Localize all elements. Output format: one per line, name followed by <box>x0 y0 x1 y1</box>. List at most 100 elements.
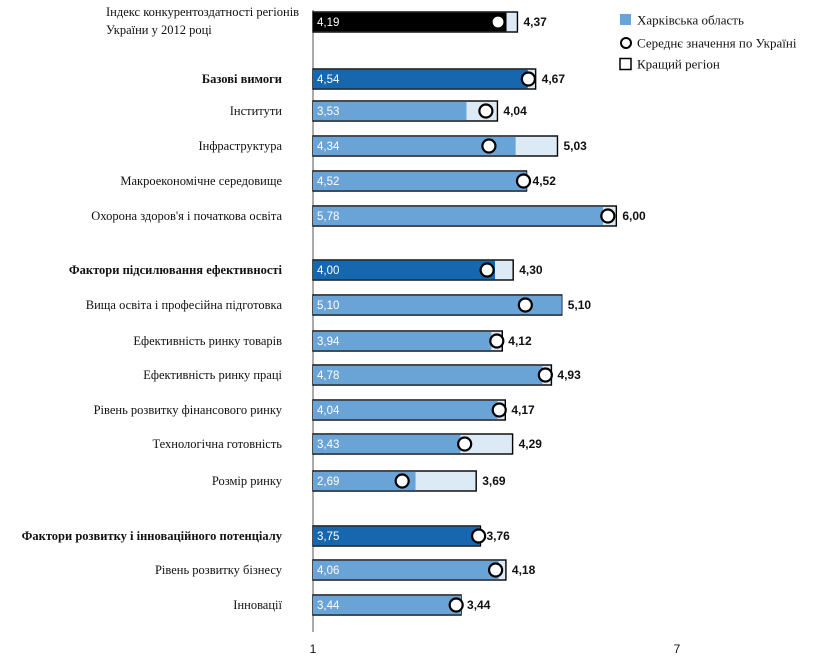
bar-row: 4,04 4,17 <box>312 399 535 421</box>
best-value-label: 4,12 <box>508 334 532 348</box>
legend-label: Кращий регіон <box>637 57 720 72</box>
bar-row: 4,06 4,18 <box>312 559 536 581</box>
region-value-label: 4,52 <box>317 176 339 188</box>
category-label: Інфраструктура <box>198 139 282 153</box>
region-value-label: 3,44 <box>317 600 340 612</box>
legend-swatch-average <box>620 37 632 49</box>
average-marker <box>457 436 473 452</box>
bar-row: 4,34 5,03 <box>312 135 587 157</box>
region-value-bar <box>313 400 498 420</box>
region-value-label: 4,19 <box>317 17 339 29</box>
category-label-line2: України у 2012 році <box>106 23 212 37</box>
category-label: Фактори підсилювання ефективності <box>69 263 283 277</box>
legend: Харківська область Середнє значення по Ук… <box>619 13 797 72</box>
average-marker <box>490 14 506 30</box>
average-marker <box>481 138 497 154</box>
region-value-bar <box>313 260 495 280</box>
region-value-bar <box>313 101 467 121</box>
category-label: Вища освіта і професійна підготовка <box>86 298 283 312</box>
average-marker <box>488 562 504 578</box>
legend-label: Середнє значення по Україні <box>637 36 797 51</box>
average-marker <box>491 402 507 418</box>
best-value-label: 4,93 <box>557 368 581 382</box>
best-value-label: 5,10 <box>568 298 592 312</box>
category-label: Базові вимоги <box>202 72 282 86</box>
region-value-label: 4,04 <box>317 405 340 417</box>
best-value-label: 4,52 <box>533 174 557 188</box>
region-value-label: 4,34 <box>317 141 340 153</box>
best-value-label: 4,67 <box>542 72 566 86</box>
bar-row: 4,52 4,52 <box>312 170 557 192</box>
average-marker <box>517 297 533 313</box>
category-label: Індекс конкурентоздатності регіонів <box>106 5 299 19</box>
region-value-label: 4,54 <box>317 74 340 86</box>
region-value-bar <box>313 69 528 89</box>
bar-row: 5,78 6,00 <box>312 205 646 227</box>
x-tick-label: 1 <box>310 642 317 656</box>
region-value-label: 3,43 <box>317 439 339 451</box>
region-value-label: 3,75 <box>317 531 339 543</box>
average-marker <box>448 597 464 613</box>
region-value-bar <box>313 206 603 226</box>
labels-layer: Індекс конкурентоздатності регіонів Украї… <box>22 5 300 612</box>
best-value-label: 4,17 <box>511 403 535 417</box>
legend-swatch-best <box>619 57 632 71</box>
legend-label: Харківська область <box>637 13 744 28</box>
best-value-label: 4,30 <box>519 263 543 277</box>
legend-swatch-region <box>620 14 631 25</box>
best-value-label: 3,76 <box>486 529 510 543</box>
region-value-bar <box>313 171 527 191</box>
category-label: Охорона здоров'я і початкова освіта <box>91 209 282 223</box>
category-label: Макроекономічне середовище <box>120 174 282 188</box>
region-value-label: 5,10 <box>317 300 339 312</box>
region-value-label: 4,78 <box>317 370 339 382</box>
average-marker <box>489 333 505 349</box>
best-value-label: 6,00 <box>622 209 646 223</box>
legend-entry: Харківська область <box>620 13 744 28</box>
region-value-label: 4,06 <box>317 565 339 577</box>
region-value-bar <box>313 365 543 385</box>
bar-row: 3,75 3,76 <box>312 525 510 547</box>
region-value-bar <box>313 136 516 156</box>
category-label: Фактори розвитку і інноваційного потенці… <box>22 529 283 543</box>
region-value-label: 5,78 <box>317 211 339 223</box>
region-value-bar <box>313 295 562 315</box>
bar-row: 4,19 4,37 <box>312 11 547 33</box>
category-label: Технологічна готовність <box>152 437 282 451</box>
bar-row: 2,69 3,69 <box>312 470 506 492</box>
region-value-label: 2,69 <box>317 476 339 488</box>
category-label: Ефективність ринку праці <box>143 368 282 382</box>
bars-layer: 4,19 4,374,54 4,673,53 4,044,34 5,034,52 4,52… <box>312 11 646 616</box>
region-value-bar <box>313 471 416 491</box>
region-value-bar <box>313 595 462 615</box>
best-value-label: 5,03 <box>563 139 587 153</box>
x-tick-label: 7 <box>674 642 681 656</box>
best-value-label: 3,69 <box>482 474 506 488</box>
bar-row: 3,94 4,12 <box>312 330 532 352</box>
legend-entry: Кращий регіон <box>619 57 720 72</box>
bar-row: 4,78 4,93 <box>312 364 581 386</box>
bar-row: 5,10 5,10 <box>312 294 592 316</box>
region-value-bar <box>313 560 499 580</box>
region-value-bar <box>313 12 507 32</box>
region-value-label: 3,53 <box>317 106 339 118</box>
category-label: Рівень розвитку бізнесу <box>155 563 283 577</box>
category-label: Рівень розвитку фінансового ринку <box>94 403 283 417</box>
region-value-bar <box>313 434 461 454</box>
bar-row: 3,44 3,44 <box>312 594 491 616</box>
average-marker <box>394 473 410 489</box>
average-marker <box>479 262 495 278</box>
region-value-label: 4,00 <box>317 265 339 277</box>
bar-row: 3,43 4,29 <box>312 433 542 455</box>
legend-entry: Середнє значення по Україні <box>620 36 797 51</box>
average-marker <box>471 528 487 544</box>
best-value-label: 4,18 <box>512 563 536 577</box>
best-value-label: 3,44 <box>467 598 491 612</box>
region-value-label: 3,94 <box>317 336 340 348</box>
region-value-bar <box>313 526 480 546</box>
average-marker <box>600 208 616 224</box>
category-label: Інновації <box>233 598 282 612</box>
bar-row: 4,54 4,67 <box>312 68 566 90</box>
average-marker <box>520 71 536 87</box>
best-value-label: 4,37 <box>523 15 547 29</box>
